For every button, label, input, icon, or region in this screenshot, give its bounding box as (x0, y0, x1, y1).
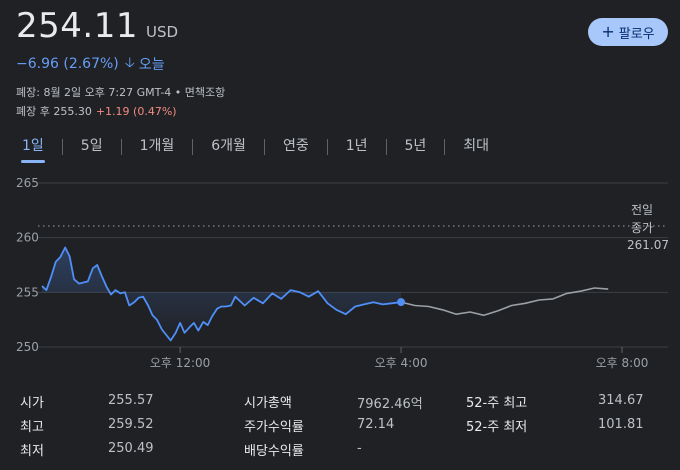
stat-open-label: 시가 (20, 396, 44, 411)
x-tick-label: 오후 8:00 (596, 356, 649, 370)
stat-dividend-label: 배당수익률 (244, 444, 304, 459)
prev-close-label: 전일 (631, 203, 653, 217)
x-tick-label: 오후 12:00 (150, 356, 210, 370)
closed-timestamp: 폐장: 8월 2일 오후 7:27 GMT-4 • 면책조항 (16, 86, 226, 99)
stat-mktcap-value: 7962.46억 (357, 397, 423, 412)
price-row: 254.11 USD (16, 6, 178, 46)
change-value: −6.96 (2.67%) (16, 56, 119, 72)
current-price: 254.11 (16, 6, 138, 46)
tab-divider (326, 139, 328, 155)
close-marker (397, 298, 406, 307)
tab-1m[interactable]: 1개월 (139, 138, 175, 154)
stat-high-label: 최고 (20, 420, 44, 435)
follow-button-label: 팔로우 (618, 26, 655, 42)
stat-low-label: 최저 (20, 444, 44, 459)
prev-close-label: 종가 (631, 221, 653, 235)
tab-6m[interactable]: 6개월 (211, 138, 246, 154)
stat-pe-value: 72.14 (357, 417, 395, 432)
today-label: 오늘 (138, 57, 165, 73)
tab-5d[interactable]: 5일 (80, 138, 103, 154)
tab-divider (192, 139, 194, 155)
tab-1d[interactable]: 1일 (12, 136, 54, 163)
after-hours-line (400, 287, 609, 317)
after-hours-price: 폐장 후 255.30 (16, 105, 92, 118)
tab-max[interactable]: 최대 (463, 138, 490, 154)
y-tick-label: 250 (16, 340, 39, 354)
tab-divider (120, 139, 122, 155)
price-change: −6.96 (2.67%) 🡣 오늘 (16, 52, 165, 76)
stat-low-value: 250.49 (108, 441, 154, 456)
trading-area (42, 247, 402, 341)
stat-52w-high-label: 52-주 최고 (466, 396, 528, 411)
tab-divider (444, 139, 446, 155)
plus-icon: + (601, 22, 615, 41)
stat-52w-low-value: 101.81 (598, 417, 644, 432)
stat-pe-label: 주가수익률 (244, 420, 304, 435)
y-tick-label: 265 (16, 176, 39, 190)
after-hours-change: +1.19 (0.47%) (95, 105, 177, 118)
tab-1y[interactable]: 1년 (345, 138, 368, 154)
tab-ytd[interactable]: 연중 (282, 138, 309, 154)
tab-divider (263, 139, 265, 155)
x-tick-label: 오후 4:00 (375, 356, 428, 370)
tab-divider (385, 139, 387, 155)
arrow-down-icon: 🡣 (124, 55, 135, 71)
stat-open-value: 255.57 (108, 393, 154, 408)
stat-52w-low-label: 52-주 최저 (466, 420, 528, 435)
stat-52w-high-value: 314.67 (598, 393, 644, 408)
y-tick-label: 260 (16, 231, 39, 245)
tab-5y[interactable]: 5년 (404, 138, 427, 154)
prev-close-value: 261.07 (627, 238, 669, 252)
range-tabs: 1일 5일 1개월 6개월 연중 1년 5년 최대 (12, 136, 499, 163)
stat-mktcap-label: 시가총액 (244, 396, 292, 411)
follow-button[interactable]: + 팔로우 (588, 18, 668, 46)
trading-line (41, 246, 402, 342)
stat-high-value: 259.52 (108, 417, 154, 432)
after-hours-line: 폐장 후 255.30 +1.19 (0.47%) (16, 103, 177, 119)
y-tick-label: 255 (16, 285, 39, 299)
stat-dividend-value: - (357, 441, 362, 456)
currency-label: USD (145, 23, 179, 41)
tab-divider (61, 139, 63, 155)
